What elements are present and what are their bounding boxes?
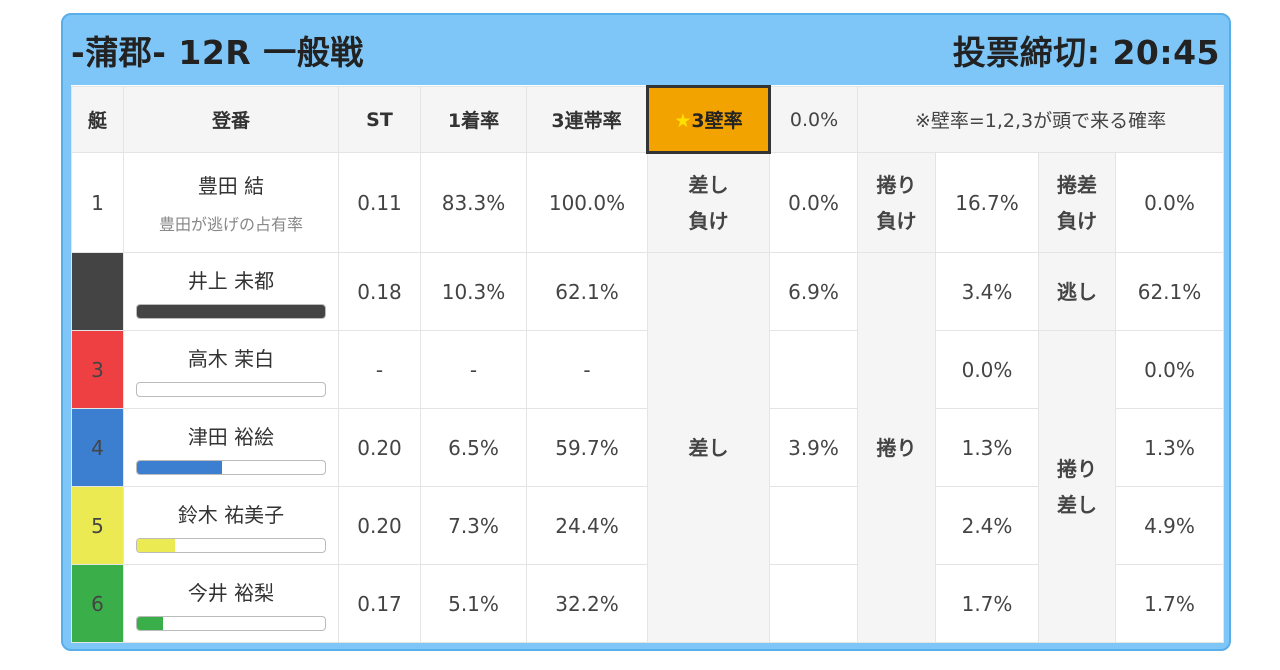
table-row: 1 豊田 結 豊田が逃げの占有率 0.11 83.3% 100.0% 差し 負け … xyxy=(71,152,1224,253)
win-rate-value: 7.3% xyxy=(420,486,527,565)
share-bar-fill xyxy=(137,616,164,630)
sashi-make-value: 0.0% xyxy=(769,152,858,253)
makuri-value: 1.7% xyxy=(935,564,1039,643)
sashi-value: 6.9% xyxy=(769,252,858,331)
table-row: 2 井上 未都 0.18 10.3% 62.1% 差し 6.9% 捲り 3.4%… xyxy=(71,252,1224,643)
share-bar xyxy=(136,381,326,397)
makuri-value: 2.4% xyxy=(935,486,1039,565)
table-row: 5 鈴木 祐美子 0.20 7.3% 24.4% 2.4% 4.9% xyxy=(71,486,1224,565)
makurisashi-value: 4.9% xyxy=(1115,486,1224,565)
win-rate-value: 5.1% xyxy=(420,564,527,643)
vote-deadline: 投票締切: 20:45 xyxy=(952,33,1220,72)
nige-label: 逃し xyxy=(1038,252,1116,331)
share-bar xyxy=(136,459,326,475)
racer-cell: 高木 茉白 xyxy=(123,330,339,409)
table-row: 6 今井 裕梨 0.17 5.1% 32.2% 1.7% 1.7% xyxy=(71,564,1224,643)
win-rate-value: 6.5% xyxy=(420,408,527,487)
trio-rate-value: 62.1% xyxy=(526,252,648,331)
col-racer: 登番 xyxy=(123,86,339,153)
win-rate-value: 83.3% xyxy=(420,152,527,253)
table-row: 4 津田 裕絵 0.20 6.5% 59.7% 3.9% 1.3% 1.3% xyxy=(71,408,1224,487)
racer-name: 豊田 結 xyxy=(197,174,265,198)
racer-cell: 今井 裕梨 xyxy=(123,564,339,643)
makurisashi-value: 1.3% xyxy=(1115,408,1224,487)
win-rate-value: 10.3% xyxy=(420,252,527,331)
sashi-value-empty xyxy=(769,564,858,643)
trio-rate-value: 59.7% xyxy=(526,408,648,487)
makuri-value: 1.3% xyxy=(935,408,1039,487)
lane-number: 4 xyxy=(71,408,124,487)
makurisashi-label: 捲り 差し xyxy=(1038,330,1116,643)
star-icon: ★ xyxy=(674,110,692,132)
racer-name: 津田 裕絵 xyxy=(187,424,275,449)
share-bar xyxy=(136,303,326,319)
wall-rate-value: 0.0% xyxy=(769,86,858,153)
wall-rate-note: ※壁率=1,2,3が頭で来る確率 xyxy=(857,86,1224,153)
racer-cell: 豊田 結 豊田が逃げの占有率 xyxy=(123,152,339,253)
racer-cell: 津田 裕絵 xyxy=(123,408,339,487)
lane-number: 1 xyxy=(71,152,124,253)
sashi-value: 3.9% xyxy=(769,408,858,487)
st-value: 0.17 xyxy=(338,564,421,643)
col-trio-rate: 3連帯率 xyxy=(526,86,648,153)
makuri-make-value: 16.7% xyxy=(935,152,1039,253)
makurisashi-value: 0.0% xyxy=(1115,330,1224,409)
st-value: 0.11 xyxy=(338,152,421,253)
trio-rate-value: 24.4% xyxy=(526,486,648,565)
win-rate-value: - xyxy=(420,330,527,409)
st-value: - xyxy=(338,330,421,409)
trio-rate-value: 32.2% xyxy=(526,564,648,643)
col-boat: 艇 xyxy=(71,86,124,153)
trio-rate-value: - xyxy=(526,330,648,409)
wall-rate-label: 3壁率 xyxy=(691,110,743,132)
makuri-value: 3.4% xyxy=(935,252,1039,331)
trio-rate-value: 100.0% xyxy=(526,152,648,253)
racer-subtitle: 豊田が逃げの占有率 xyxy=(158,215,303,234)
col-win-rate: 1着率 xyxy=(420,86,527,153)
racer-name: 今井 裕梨 xyxy=(187,580,275,605)
share-bar-fill xyxy=(137,538,175,552)
table-row: 3 高木 茉白 - - - 0.0% 捲り 差し 0.0% xyxy=(71,330,1224,643)
st-value: 0.20 xyxy=(338,408,421,487)
col-wall-rate[interactable]: ★3壁率 xyxy=(646,85,771,154)
makurisashi-value: 1.7% xyxy=(1115,564,1224,643)
lane-number: 3 xyxy=(71,330,124,409)
racer-name: 井上 未都 xyxy=(187,268,275,293)
nige-value: 62.1% xyxy=(1115,252,1224,331)
lane-number: 2 xyxy=(71,252,124,331)
racer-cell: 鈴木 祐美子 xyxy=(123,486,339,565)
racer-name: 鈴木 祐美子 xyxy=(177,502,285,527)
share-bar-fill xyxy=(137,460,222,474)
sashi-value-empty xyxy=(769,330,858,409)
racer-cell: 井上 未都 xyxy=(123,252,339,331)
share-bar-fill xyxy=(137,304,325,318)
table-header-row: 艇 登番 ST 1着率 3連帯率 ★3壁率 0.0% ※壁率=1,2,3が頭で来… xyxy=(71,85,1224,154)
makuri-label: 捲り xyxy=(857,252,936,643)
col-st: ST xyxy=(338,86,421,153)
sashi-value-empty xyxy=(769,486,858,565)
racer-name: 高木 茉白 xyxy=(187,346,275,371)
makuri-make-label: 捲り 負け xyxy=(857,152,936,253)
lane-number: 6 xyxy=(71,564,124,643)
lane-number: 5 xyxy=(71,486,124,565)
st-value: 0.20 xyxy=(338,486,421,565)
makuri-value: 0.0% xyxy=(935,330,1039,409)
makurisashi-make-value: 0.0% xyxy=(1115,152,1224,253)
share-bar xyxy=(136,615,326,631)
race-stats-table: 艇 登番 ST 1着率 3連帯率 ★3壁率 0.0% ※壁率=1,2,3が頭で来… xyxy=(71,85,1224,643)
st-value: 0.18 xyxy=(338,252,421,331)
sashi-make-label: 差し 負け xyxy=(647,152,770,253)
race-header: -蒲郡- 12R 一般戦 投票締切: 20:45 xyxy=(63,15,1229,85)
share-bar xyxy=(136,537,326,553)
makurisashi-make-label: 捲差 負け xyxy=(1038,152,1116,253)
race-title: -蒲郡- 12R 一般戦 xyxy=(71,33,364,72)
race-card: -蒲郡- 12R 一般戦 投票締切: 20:45 艇 登番 ST 1着率 3連帯… xyxy=(61,13,1231,651)
sashi-label: 差し xyxy=(647,252,770,643)
